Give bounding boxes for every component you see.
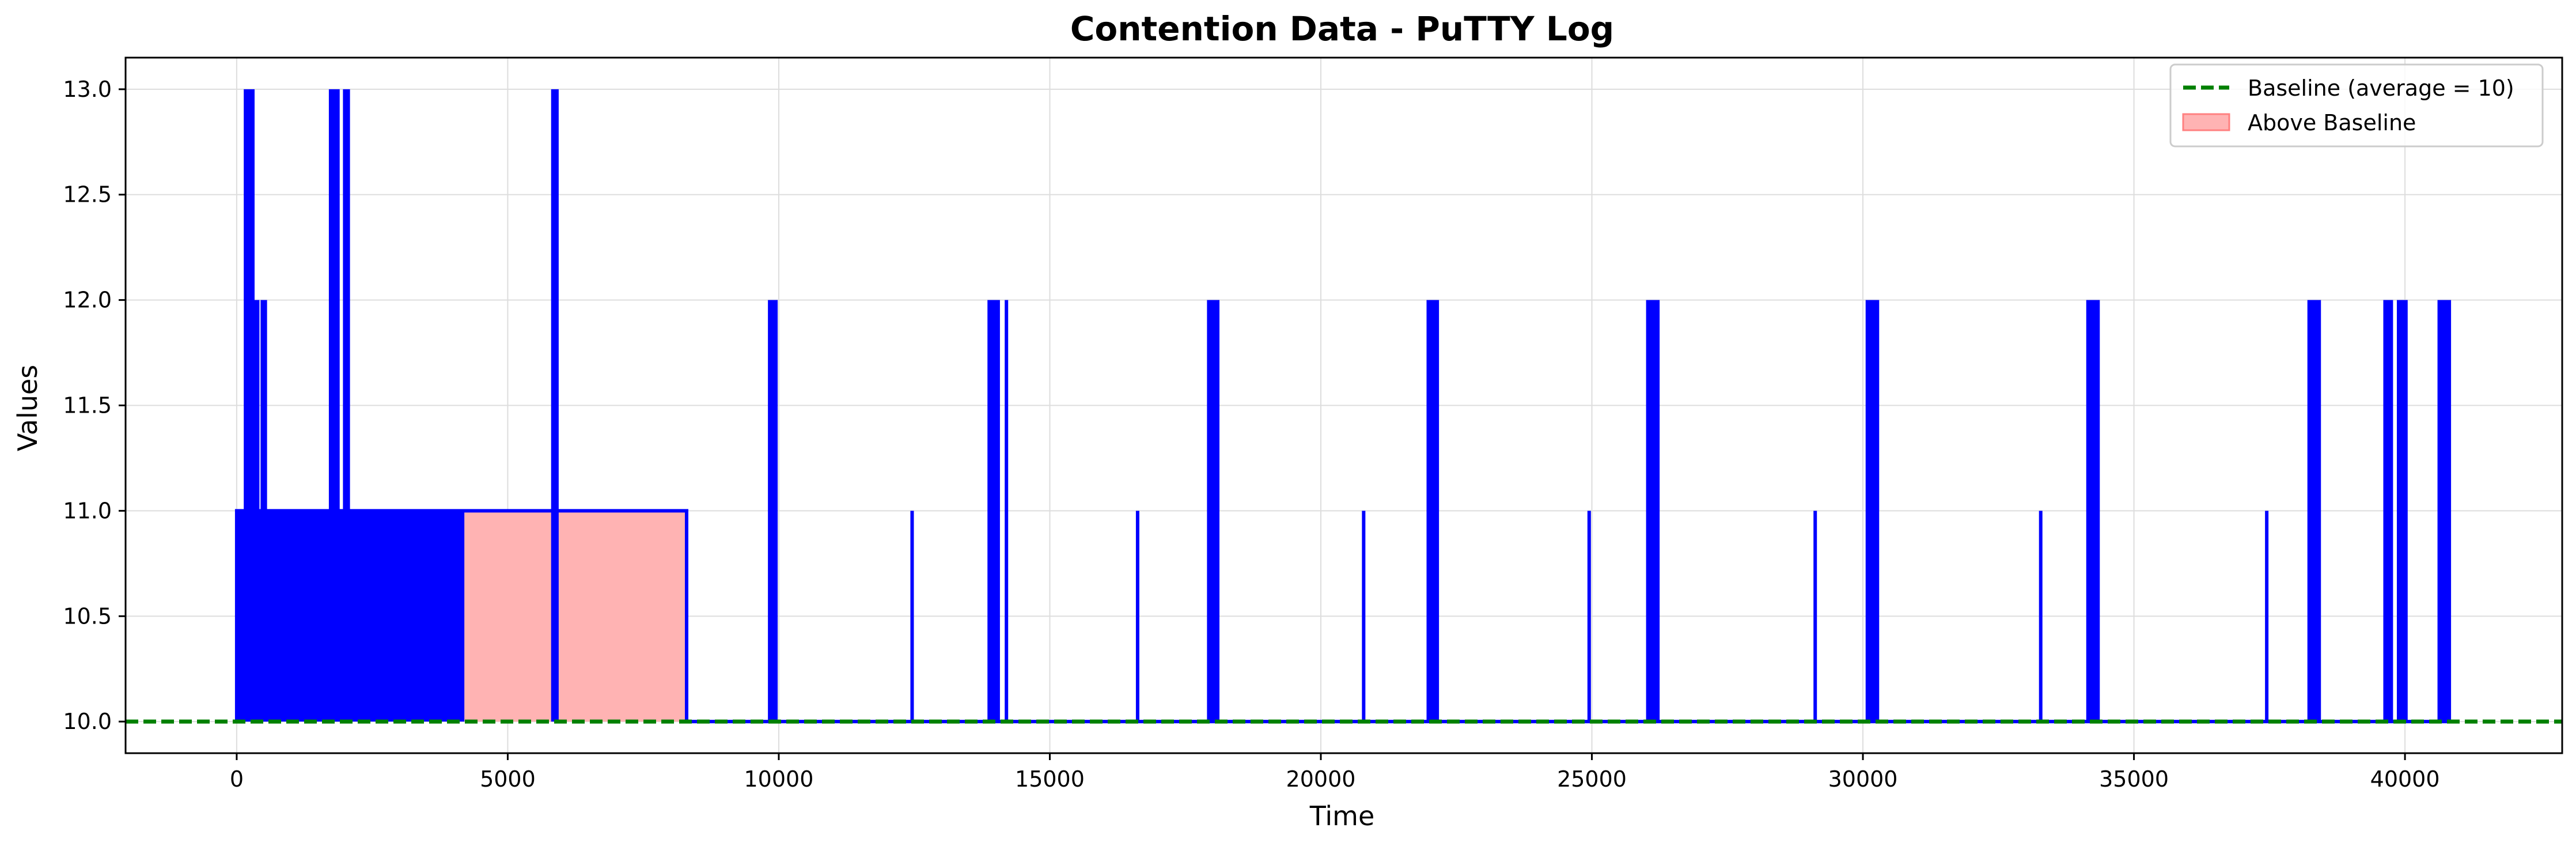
x-tick-label: 40000 (2370, 766, 2440, 792)
spike (1865, 300, 1880, 722)
spike (244, 89, 255, 722)
legend-box (2169, 63, 2544, 148)
spike (2437, 300, 2452, 722)
x-tick-label: 25000 (1557, 766, 1627, 792)
x-axis-label: Time (1309, 800, 1375, 832)
dense-signal-block (236, 511, 465, 722)
spike (1587, 511, 1591, 722)
spike (253, 300, 260, 722)
legend-above-label: Above Baseline (2248, 110, 2416, 135)
spike (1646, 300, 1660, 722)
spike (2307, 300, 2321, 722)
above-baseline-area (464, 511, 687, 722)
spike (551, 89, 559, 722)
x-tick-label: 15000 (1015, 766, 1085, 792)
spike (328, 89, 340, 722)
spike (910, 511, 914, 722)
x-tick-label: 0 (230, 766, 244, 792)
spike (1005, 300, 1009, 722)
spike (2086, 300, 2100, 722)
y-tick-label: 12.0 (63, 288, 112, 313)
x-tick-label: 20000 (1286, 766, 1356, 792)
y-tick-label: 11.0 (63, 498, 112, 523)
spike (987, 300, 1000, 722)
spike (2265, 511, 2269, 722)
spike (2383, 300, 2393, 722)
y-tick-label: 12.5 (63, 182, 112, 207)
spike (343, 89, 350, 722)
above-baseline-fill (464, 511, 687, 722)
spike (768, 300, 778, 722)
x-tick-label: 35000 (2099, 766, 2169, 792)
y-tick-label: 10.5 (63, 603, 112, 629)
legend-above-swatch (2182, 113, 2230, 131)
spike (260, 300, 267, 722)
spike (1135, 511, 1139, 722)
spike (1362, 511, 1366, 722)
spike (1207, 300, 1220, 722)
chart-title: Contention Data - PuTTY Log (1070, 9, 1614, 48)
spike (2396, 300, 2408, 722)
y-tick-label: 10.0 (63, 709, 112, 734)
x-tick-label: 10000 (744, 766, 814, 792)
x-tick-label: 5000 (480, 766, 536, 792)
spike (1813, 511, 1817, 722)
series-line (234, 89, 2454, 724)
spike (2039, 511, 2043, 722)
ticks: 0 5000 10000 15000 20000 25000 30000 35000 40000… (63, 77, 2439, 792)
y-axis-label: Values (12, 365, 43, 451)
y-tick-label: 11.5 (63, 393, 112, 418)
legend: Baseline (average = 10) Above Baseline (2169, 63, 2544, 148)
spike (1426, 300, 1439, 722)
legend-baseline-label: Baseline (average = 10) (2248, 75, 2514, 101)
x-tick-label: 30000 (1828, 766, 1898, 792)
y-tick-label: 13.0 (63, 77, 112, 102)
